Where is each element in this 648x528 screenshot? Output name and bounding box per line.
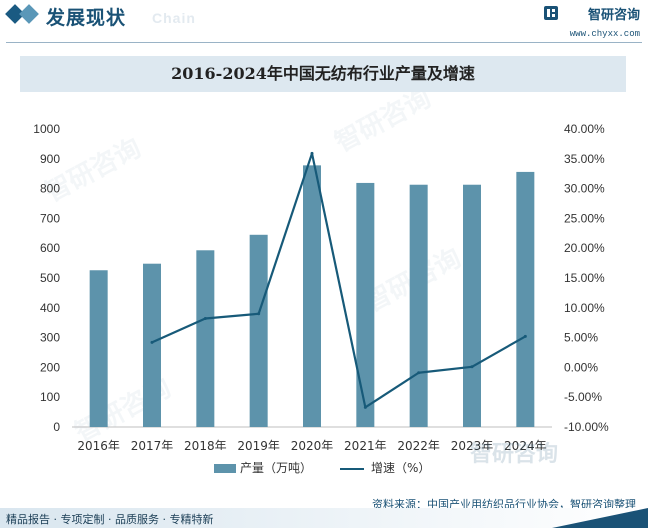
x-tick-label: 2020年 (291, 439, 334, 450)
y-right-tick-label: 10.00% (564, 301, 605, 315)
watermark-logo: 智研咨询 (470, 442, 559, 467)
x-tick-label: 2018年 (184, 439, 227, 450)
bar (89, 270, 108, 427)
legend-bar-swatch (214, 464, 236, 473)
y-right-tick-label: 15.00% (564, 271, 605, 285)
brand-name: 智研咨询 (587, 8, 640, 23)
growth-line (151, 152, 526, 409)
legend-bar-label: 产量（万吨） (240, 461, 313, 475)
y-right-tick-label: 30.00% (564, 182, 605, 196)
header-divider (6, 42, 642, 43)
brand-url: www.chyxx.com (569, 29, 640, 39)
chart-title-bar: 2016-2024年中国无纺布行业产量及增速 (20, 56, 626, 92)
brand-logo-icon (544, 6, 558, 20)
page-header: 发展现状 Chain 智研咨询 www.chyxx.com (0, 0, 648, 39)
y-right-tick-label: 5.00% (564, 331, 598, 345)
y-right-tick-label: 0.00% (564, 360, 598, 374)
y-left-tick-label: 800 (40, 182, 60, 196)
ghost-text: Chain (152, 10, 196, 26)
x-tick-label: 2016年 (77, 439, 120, 450)
bar (303, 165, 321, 427)
y-right-tick-label: 40.00% (564, 122, 605, 136)
x-tick-label: 2024年 (504, 439, 547, 450)
bar (196, 250, 215, 427)
footer-corner-accent (552, 508, 648, 528)
growth-point (363, 405, 367, 409)
y-left-tick-label: 500 (40, 271, 60, 285)
legend-line-swatch (340, 468, 364, 470)
y-left-tick-label: 600 (40, 241, 60, 255)
y-left-tick-label: 300 (40, 331, 60, 345)
page-title: 发展现状 (46, 7, 127, 29)
x-tick-label: 2019年 (237, 439, 280, 450)
growth-point (150, 340, 154, 344)
footer-tagline: 精品报告 · 专项定制 · 品质服务 · 专精特新 (6, 513, 214, 526)
y-right-tick-label: -5.00% (564, 390, 602, 404)
bar (409, 184, 428, 427)
x-tick-label: 2021年 (344, 439, 387, 450)
bar (516, 171, 535, 427)
y-left-tick-label: 0 (53, 420, 60, 434)
x-tick-label: 2017年 (131, 439, 174, 450)
growth-point (310, 151, 314, 155)
y-right-tick-label: 20.00% (564, 241, 605, 255)
x-tick-label: 2022年 (397, 439, 440, 450)
legend-line-label: 增速（%） (371, 461, 431, 475)
y-left-tick-label: 700 (40, 211, 60, 225)
footer-bar: 精品报告 · 专项定制 · 品质服务 · 专精特新 (0, 508, 648, 528)
chart: 0 100 200 300 400 500 600 700 800 900 1000 -10.00% -… (33, 122, 609, 450)
y-left-tick-label: 900 (40, 152, 60, 166)
chart-title: 2016-2024年中国无纺布行业产量及增速 (171, 64, 475, 83)
growth-point (417, 371, 421, 375)
bar (356, 182, 375, 427)
growth-point (257, 312, 261, 316)
legend: 产量（万吨） 增速（%） (0, 458, 648, 478)
bar (463, 184, 481, 427)
growth-point (523, 334, 527, 338)
y-right-tick-label: 35.00% (564, 152, 605, 166)
growth-point (470, 365, 474, 369)
y-right-tick-label: -10.00% (564, 420, 609, 434)
bar (249, 234, 268, 427)
y-left-tick-label: 1000 (33, 122, 60, 136)
y-left-tick-label: 100 (40, 390, 60, 404)
x-tick-label: 2023年 (451, 439, 494, 450)
y-left-tick-label: 200 (40, 360, 60, 374)
source-note: 资料来源：中国产业用纺织品行业协会，智研咨询整理 (372, 498, 636, 511)
y-left-tick-label: 400 (40, 301, 60, 315)
growth-point (203, 317, 207, 321)
y-right-tick-label: 25.00% (564, 211, 605, 225)
bar (143, 263, 161, 427)
